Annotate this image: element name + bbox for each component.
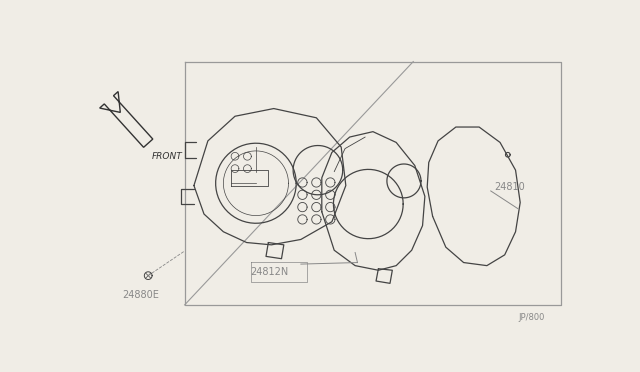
Text: JP/800: JP/800 bbox=[518, 314, 544, 323]
Text: 24812N: 24812N bbox=[250, 267, 289, 277]
Text: FRONT: FRONT bbox=[151, 153, 182, 161]
Text: 24810: 24810 bbox=[495, 182, 525, 192]
Text: 24880E: 24880E bbox=[123, 290, 159, 300]
Polygon shape bbox=[100, 92, 153, 147]
